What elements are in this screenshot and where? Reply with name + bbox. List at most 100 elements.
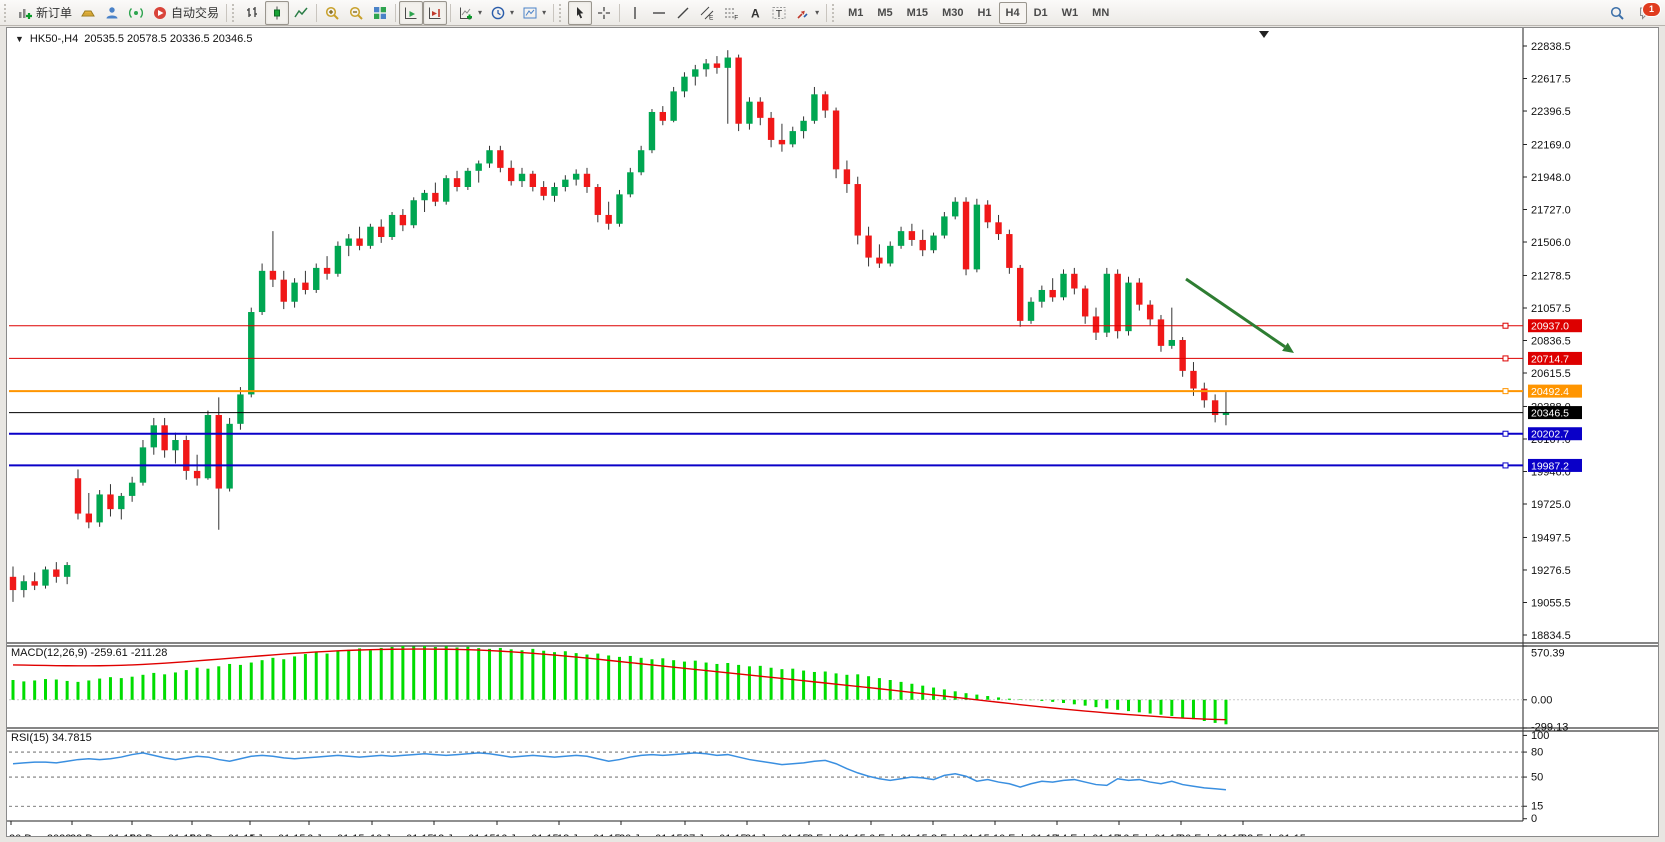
time-axis[interactable]: 20 Dec 202222 Dec 01:1528 Dec 01:1530 De…: [7, 820, 1523, 836]
vertical-line-button[interactable]: [623, 1, 647, 25]
level-handle[interactable]: [1502, 322, 1509, 329]
notification-badge: 1: [1642, 1, 1661, 17]
toolbar-grip: [832, 3, 839, 22]
svg-text:22169.0: 22169.0: [1531, 139, 1571, 151]
fibonacci-button[interactable]: F: [719, 1, 743, 25]
auto-trading-button[interactable]: 自动交易: [148, 1, 223, 25]
level-handle[interactable]: [1502, 462, 1509, 469]
svg-text:8 Feb 01:15: 8 Feb 01:15: [931, 833, 990, 836]
svg-text:19497.5: 19497.5: [1531, 532, 1571, 544]
chart-collapse-icon[interactable]: ▼: [15, 34, 24, 44]
svg-text:A: A: [751, 6, 760, 20]
vertical-line-icon: [634, 6, 636, 19]
toolbar-grip: [4, 3, 11, 22]
search-button[interactable]: [1605, 1, 1629, 25]
chart-title: ▼ HK50-,H4 20535.5 20578.5 20336.5 20346…: [15, 33, 252, 45]
price-label: 19987.2: [1528, 458, 1582, 472]
svg-text:12 Jan 01:15: 12 Jan 01:15: [432, 833, 496, 836]
chart-window[interactable]: 22838.5 22617.5 22396.5 22169.0 21948.0 21727…: [6, 27, 1659, 837]
zoom-out-button[interactable]: [344, 1, 368, 25]
rsi-pane: 100 80 50 150: [9, 730, 1549, 825]
svg-text:0: 0: [1531, 813, 1537, 825]
timeframe-h1[interactable]: H1: [977, 6, 992, 19]
svg-text:20 Feb 01:15: 20 Feb 01:15: [1179, 833, 1244, 836]
price-label: 20492.4: [1528, 384, 1582, 398]
svg-text:22 Dec 01:15: 22 Dec 01:15: [70, 833, 135, 836]
timeframe-d1[interactable]: D1: [1033, 6, 1048, 19]
trend-arrow-annotation[interactable]: [1185, 277, 1294, 353]
auto-trading-icon: [154, 6, 167, 19]
crosshair-button[interactable]: [592, 1, 616, 25]
chart-shift-button[interactable]: [423, 0, 448, 25]
level-handle[interactable]: [1502, 388, 1509, 395]
tile-windows-button[interactable]: [368, 1, 392, 25]
level-handle[interactable]: [1502, 355, 1509, 362]
svg-text:50: 50: [1531, 772, 1543, 784]
timeframe-w1[interactable]: W1: [1061, 6, 1079, 19]
chart-shift-icon: [429, 7, 441, 19]
timeframe-m30[interactable]: M30: [942, 6, 964, 19]
svg-text:28 Dec 01:15: 28 Dec 01:15: [130, 833, 195, 836]
rsi-indicator-label: RSI(15) 34.7815: [11, 732, 92, 744]
line-chart-icon: [294, 7, 308, 17]
svg-text:22 Feb 01:15: 22 Feb 01:15: [1241, 833, 1306, 836]
templates-button[interactable]: ▾: [518, 1, 550, 25]
price-label: 20346.5: [1528, 406, 1582, 420]
auto-scroll-button[interactable]: [399, 0, 424, 25]
candlestick-series: [9, 50, 1230, 602]
line-chart-button[interactable]: [289, 1, 313, 25]
chart-canvas[interactable]: 22838.5 22617.5 22396.5 22169.0 21948.0 21727…: [7, 28, 1660, 836]
svg-text:20714.7: 20714.7: [1531, 353, 1569, 365]
price-label: 20714.7: [1528, 351, 1582, 365]
candle-chart-button[interactable]: [265, 0, 290, 25]
periods-button[interactable]: ▾: [486, 1, 518, 25]
svg-text:27 Jan 01:15: 27 Jan 01:15: [683, 833, 747, 836]
zoom-out-icon: [349, 6, 363, 20]
trendline-icon: [677, 7, 689, 18]
indicators-button[interactable]: ▾: [454, 1, 486, 25]
timeframe-mn[interactable]: MN: [1092, 6, 1110, 19]
svg-text:T: T: [776, 8, 783, 20]
equidistant-channel-button[interactable]: E: [695, 1, 719, 25]
toolbar-separator: [316, 3, 318, 22]
svg-text:20836.5: 20836.5: [1531, 336, 1571, 348]
level-handle[interactable]: [1502, 430, 1509, 437]
svg-text:10 Feb 01:15: 10 Feb 01:15: [993, 833, 1058, 836]
timeframe-h4[interactable]: H4: [998, 1, 1027, 24]
auto-trading-label: 自动交易: [171, 6, 220, 20]
zoom-in-button[interactable]: [320, 1, 344, 25]
timeframe-m1[interactable]: M1: [848, 6, 864, 19]
deposit-button[interactable]: [76, 1, 100, 25]
trendline-button[interactable]: [671, 1, 695, 25]
svg-text:20 Dec 2022: 20 Dec 2022: [9, 833, 71, 836]
timeframe-m15[interactable]: M15: [906, 6, 929, 19]
notifications-button[interactable]: 1: [1635, 1, 1661, 24]
text-label-icon: T: [772, 6, 786, 20]
svg-text:19725.0: 19725.0: [1531, 499, 1571, 511]
text-label-button[interactable]: T: [767, 1, 791, 25]
price-level-lines: 20937.0 20714.7 20492.4 20202.7 19987.2 20346…: [9, 319, 1582, 472]
text-button[interactable]: A: [743, 1, 767, 25]
profile-button[interactable]: [100, 1, 124, 25]
indicators-icon: [460, 7, 473, 19]
svg-text:4 Jan 01:15: 4 Jan 01:15: [248, 833, 306, 836]
new-order-button[interactable]: 新订单: [13, 1, 76, 25]
macd-pane: 570.39 0.00 -299.13: [9, 645, 1568, 734]
macd-indicator-label: MACD(12,26,9) -259.61 -211.28: [11, 647, 168, 659]
chart-shift-marker-icon[interactable]: [1259, 31, 1269, 38]
cursor-button[interactable]: [568, 0, 593, 25]
svg-text:18 Jan 01:15: 18 Jan 01:15: [557, 833, 621, 836]
equidistant-channel-icon: E: [700, 6, 714, 21]
price-axis[interactable]: 22838.5 22617.5 22396.5 22169.0 21948.0 21727…: [1522, 28, 1571, 821]
price-label: 20202.7: [1528, 427, 1582, 441]
signals-button[interactable]: [124, 1, 148, 25]
arrows-icon: [797, 10, 808, 19]
timeframe-m5[interactable]: M5: [877, 6, 893, 19]
toolbar-grip: [232, 3, 239, 22]
horizontal-line-button[interactable]: [647, 1, 671, 25]
bar-chart-button[interactable]: [241, 1, 265, 25]
svg-text:21506.0: 21506.0: [1531, 237, 1571, 249]
new-order-icon: [19, 8, 32, 19]
svg-text:22617.5: 22617.5: [1531, 74, 1571, 86]
arrows-button[interactable]: ▾: [791, 1, 823, 25]
